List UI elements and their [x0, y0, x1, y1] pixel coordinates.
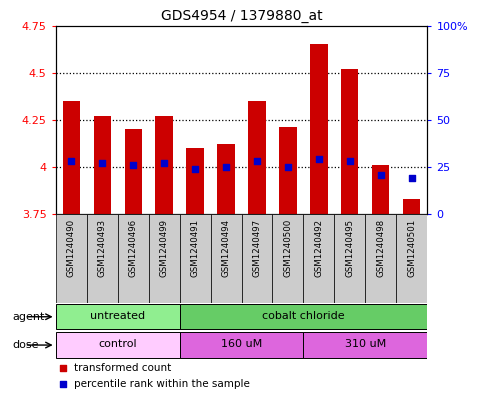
Point	[284, 164, 292, 170]
Text: transformed count: transformed count	[74, 363, 171, 373]
Bar	[180, 304, 427, 329]
Bar	[366, 214, 397, 303]
Bar	[180, 332, 303, 358]
Text: GSM1240490: GSM1240490	[67, 219, 75, 277]
Text: control: control	[98, 340, 137, 349]
Bar	[341, 69, 358, 214]
Bar	[86, 214, 117, 303]
Bar	[242, 214, 272, 303]
Text: 310 uM: 310 uM	[345, 340, 386, 349]
Point	[253, 158, 261, 165]
Text: GSM1240493: GSM1240493	[98, 219, 107, 277]
Text: cobalt chloride: cobalt chloride	[262, 311, 345, 321]
Text: 160 uM: 160 uM	[221, 340, 262, 349]
Bar	[272, 214, 303, 303]
Bar	[125, 129, 142, 214]
Text: GSM1240501: GSM1240501	[408, 219, 416, 277]
Bar	[403, 199, 421, 214]
Bar	[303, 214, 334, 303]
Point	[191, 166, 199, 172]
Title: GDS4954 / 1379880_at: GDS4954 / 1379880_at	[161, 9, 322, 23]
Text: percentile rank within the sample: percentile rank within the sample	[74, 379, 250, 389]
Bar	[180, 214, 211, 303]
Text: GSM1240500: GSM1240500	[284, 219, 293, 277]
Text: GSM1240495: GSM1240495	[345, 219, 355, 277]
Bar	[248, 101, 266, 214]
Bar	[280, 127, 297, 214]
Bar	[56, 332, 180, 358]
Text: GSM1240494: GSM1240494	[222, 219, 230, 277]
Text: GSM1240496: GSM1240496	[128, 219, 138, 277]
Bar	[156, 116, 172, 214]
Text: dose: dose	[12, 340, 39, 350]
Text: GSM1240497: GSM1240497	[253, 219, 261, 277]
Text: untreated: untreated	[90, 311, 145, 321]
Bar	[56, 304, 180, 329]
Bar	[62, 101, 80, 214]
Point	[67, 158, 75, 165]
Bar	[56, 214, 86, 303]
Point	[160, 160, 168, 166]
Bar	[311, 44, 327, 214]
Bar	[211, 214, 242, 303]
Point	[59, 364, 67, 371]
Text: GSM1240491: GSM1240491	[190, 219, 199, 277]
Bar	[334, 214, 366, 303]
Bar	[397, 214, 427, 303]
Bar	[149, 214, 180, 303]
Bar	[94, 116, 111, 214]
Bar	[217, 144, 235, 214]
Text: GSM1240499: GSM1240499	[159, 219, 169, 277]
Text: agent: agent	[12, 312, 44, 322]
Bar	[117, 214, 149, 303]
Point	[222, 164, 230, 170]
Bar	[186, 148, 203, 214]
Point	[408, 175, 416, 182]
Point	[346, 158, 354, 165]
Point	[377, 171, 385, 178]
Point	[59, 381, 67, 387]
Bar	[372, 165, 389, 214]
Text: GSM1240498: GSM1240498	[376, 219, 385, 277]
Bar	[303, 332, 427, 358]
Point	[129, 162, 137, 168]
Point	[98, 160, 106, 166]
Point	[315, 156, 323, 163]
Text: GSM1240492: GSM1240492	[314, 219, 324, 277]
